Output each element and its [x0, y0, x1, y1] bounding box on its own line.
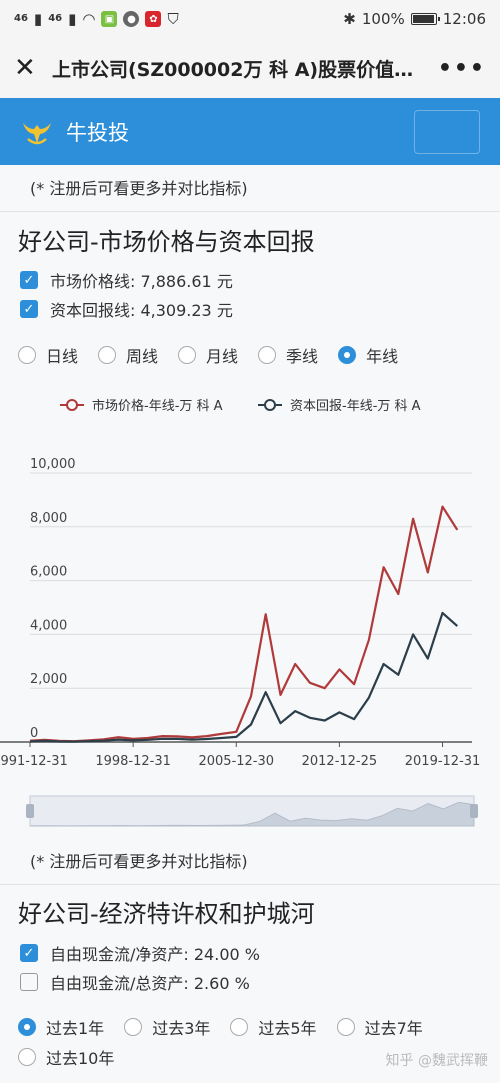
checkbox-checked-icon[interactable]: ✓ [20, 300, 38, 318]
radio-monthly[interactable]: 月线 [178, 341, 238, 369]
checkbox-unchecked-icon[interactable] [20, 973, 38, 991]
close-icon[interactable]: ✕ [14, 53, 36, 83]
radio-label: 年线 [366, 347, 399, 366]
bluetooth-icon: ✱ [343, 10, 356, 28]
radio-label: 过去1年 [46, 1019, 105, 1038]
radio-selected-icon[interactable] [18, 1018, 36, 1036]
checkbox-capital-return[interactable]: ✓ 资本回报线: 4,309.23 元 [20, 297, 233, 321]
checkbox-checked-icon[interactable]: ✓ [20, 944, 38, 962]
status-bar: 46 ▮ 46 ▮ ◠ ▣ ● ✿ ⛉ ✱ 100% 12:06 [0, 0, 500, 38]
legend-label: 资本回报-年线-万 科 A [290, 399, 421, 414]
x-tick-label: 2012-12-25 [302, 754, 378, 769]
market-price-line [29, 505, 459, 743]
checkbox-label: 市场价格线: 7,886.61 元 [50, 272, 233, 291]
radio-label: 月线 [206, 347, 239, 366]
legend-marker [264, 399, 276, 411]
radio-5y[interactable]: 过去5年 [230, 1013, 317, 1041]
checkbox-label: 自由现金流/总资产: 2.60 % [50, 974, 250, 993]
radio-label: 过去7年 [364, 1019, 423, 1038]
y-tick-label: 4,000 [30, 618, 67, 633]
radio-3y[interactable]: 过去3年 [124, 1013, 210, 1041]
checkbox-fcf-assets[interactable]: 自由现金流/总资产: 2.60 % [20, 970, 250, 994]
capital-return-line [29, 611, 459, 743]
radio-label: 过去5年 [258, 1019, 317, 1038]
zoom-handle-left[interactable] [26, 804, 34, 818]
brand-name: 牛投投 [66, 120, 129, 145]
section-title-moat: 好公司-经济特许权和护城河 [18, 900, 315, 928]
register-note: (* 注册后可看更多并对比指标) [30, 179, 248, 198]
legend-marker [66, 399, 78, 411]
period-radio-group: 日线 周线 月线 季线 年线 [18, 341, 488, 369]
radio-icon[interactable] [258, 346, 277, 364]
y-tick-label: 10,000 [30, 457, 76, 472]
signal-bars-icon: ▮ [68, 10, 77, 28]
register-note: (* 注册后可看更多并对比指标) [30, 852, 248, 871]
radio-label: 季线 [286, 347, 319, 366]
radio-icon[interactable] [124, 1018, 143, 1036]
checkbox-fcf-equity[interactable]: ✓ 自由现金流/净资产: 24.00 % [20, 941, 260, 965]
radio-label: 日线 [46, 347, 79, 366]
app-red-icon: ✿ [145, 11, 162, 27]
radio-10y[interactable]: 过去10年 [18, 1043, 114, 1071]
signal-2: 46 [48, 13, 63, 24]
more-menu-button[interactable]: ••• [437, 55, 486, 81]
battery-level [412, 15, 434, 23]
radio-icon[interactable] [18, 346, 36, 364]
radio-icon[interactable] [98, 346, 117, 364]
brand-header: 牛投投 [0, 98, 500, 165]
clock: 12:06 [442, 10, 486, 28]
battery-icon [410, 13, 440, 25]
divider [0, 884, 500, 885]
signal-1: 46 [14, 13, 28, 24]
radio-label: 过去10年 [46, 1049, 115, 1068]
app-notification-icon: ▣ [101, 11, 118, 27]
radio-label: 过去3年 [152, 1019, 211, 1038]
battery-percent: 100% [361, 10, 405, 28]
bull-logo-icon[interactable] [20, 115, 54, 149]
zoom-slider-preview [29, 801, 475, 827]
radio-1y[interactable]: 过去1年 [18, 1013, 104, 1041]
price-return-chart: 市场价格-年线-万 科 A 资本回报-年线-万 科 A 0 2,000 4,000 6,0… [0, 398, 481, 827]
radio-selected-icon[interactable] [338, 346, 357, 364]
timespan-radio-group: 过去1年 过去3年 过去5年 过去7年 过去10年 [18, 1013, 488, 1071]
x-tick-label: 2019-12-31 [405, 754, 481, 769]
checkbox-checked-icon[interactable]: ✓ [20, 271, 38, 289]
radio-icon[interactable] [230, 1018, 249, 1036]
y-tick-label: 0 [30, 726, 38, 741]
page-title: 上市公司(SZ000002万 科 A)股票价值投… [52, 58, 433, 81]
radio-yearly[interactable]: 年线 [338, 341, 398, 369]
radio-7y[interactable]: 过去7年 [336, 1013, 423, 1041]
x-tick-label: 1998-12-31 [95, 754, 171, 769]
checkbox-label: 资本回报线: 4,309.23 元 [50, 301, 233, 320]
menu-toggle-button[interactable] [414, 109, 480, 154]
title-bar: ✕ 上市公司(SZ000002万 科 A)股票价值投… ••• [0, 38, 500, 98]
checkbox-market-price[interactable]: ✓ 市场价格线: 7,886.61 元 [20, 268, 233, 292]
radio-quarterly[interactable]: 季线 [258, 341, 318, 369]
divider [0, 211, 500, 212]
shield-icon: ⛉ [167, 10, 179, 28]
radio-weekly[interactable]: 周线 [98, 341, 158, 369]
watermark: 知乎 @魏武挥鞭 [385, 1053, 488, 1069]
radio-label: 周线 [126, 347, 159, 366]
zoom-handle-right[interactable] [470, 804, 478, 818]
y-tick-label: 2,000 [30, 672, 67, 687]
chat-icon: ● [123, 11, 140, 27]
signal-bars-icon: ▮ [33, 10, 43, 28]
y-tick-label: 6,000 [30, 565, 67, 580]
radio-icon[interactable] [178, 346, 197, 364]
radio-icon[interactable] [336, 1018, 355, 1036]
checkbox-label: 自由现金流/净资产: 24.00 % [50, 945, 260, 964]
legend-label: 市场价格-年线-万 科 A [92, 398, 223, 414]
x-tick-label: 2005-12-30 [198, 754, 274, 769]
wifi-icon: ◠ [82, 10, 96, 28]
radio-daily[interactable]: 日线 [18, 341, 78, 369]
section-title-market-price: 好公司-市场价格与资本回报 [18, 228, 315, 256]
y-tick-label: 8,000 [30, 511, 67, 526]
radio-icon[interactable] [18, 1048, 36, 1066]
x-tick-label: 1991-12-31 [0, 754, 68, 769]
